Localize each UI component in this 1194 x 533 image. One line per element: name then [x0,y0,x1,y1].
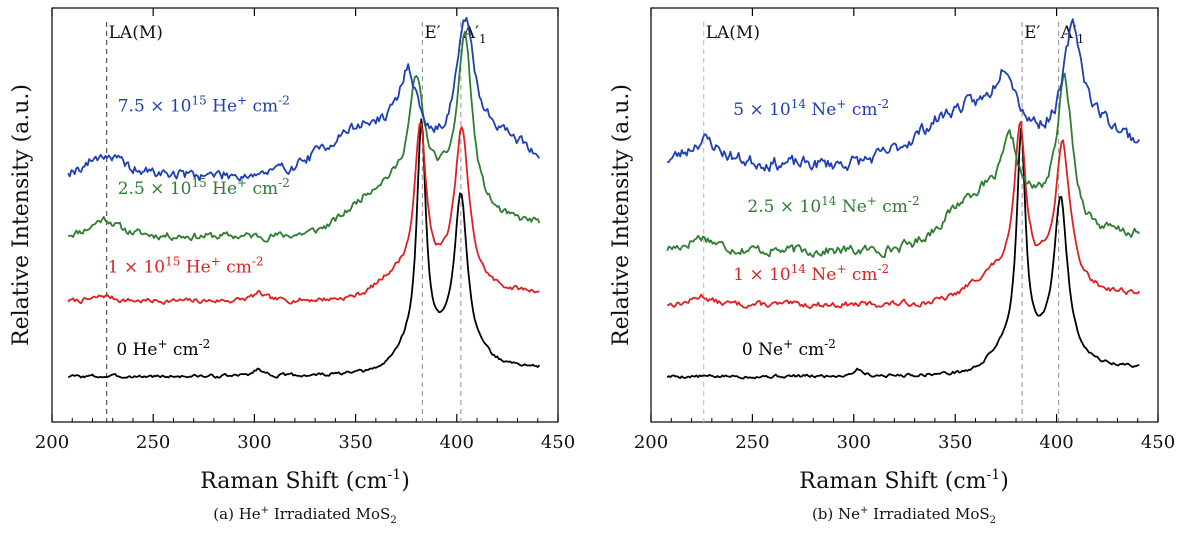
panel-b: LA(M) E′ A′1 200 250 300 350 400 450 0 Ne+ cm-2… [609,7,1175,526]
x-tick-label: 200 [634,432,668,453]
x-tick-label: 250 [136,432,170,453]
x-tick-label: 400 [440,432,474,453]
x-tick-label: 300 [237,432,271,453]
x-tick-label: 350 [338,432,372,453]
x-tick-label: 200 [35,432,69,453]
reference-line-label: LA(M) [706,23,760,43]
series-line [67,118,541,379]
x-axis-label: Raman Shift (cm-1) [799,467,1009,494]
series-line [666,120,1141,310]
x-tick-label: 400 [1039,432,1073,453]
series-label: 0 He+ cm-2 [116,337,210,360]
series-label: 2.5 × 1014 Ne+ cm-2 [747,194,919,217]
series-label: 2.5 × 1015 He+ cm-2 [118,176,290,199]
series-line [667,18,1141,173]
series-line [67,16,541,182]
x-tick-label: 450 [541,432,575,453]
panel-caption: (b) Ne+ Irradiated MoS2 [812,505,996,526]
series-line [67,30,541,243]
series-label: 5 × 1014 Ne+ cm-2 [733,97,889,120]
panel-caption: (a) He+ Irradiated MoS2 [213,505,396,526]
x-tick-label: 350 [938,432,972,453]
series-line [67,123,540,306]
series-label: 7.5 × 1015 He+ cm-2 [118,94,290,117]
series-line [666,72,1140,259]
panel-a: LA(M) E′ A′1 200 250 300 350 400 450 0 He+ cm-2… [9,7,575,526]
reference-line-label: E′ [1024,23,1040,43]
series-line [666,127,1140,380]
plot-frame [650,7,1159,423]
x-tick-label: 300 [837,432,871,453]
plot-frame [51,7,559,423]
x-tick-label: 450 [1141,432,1175,453]
reference-line-label: A′1 [1060,23,1085,46]
x-tick-label: 250 [735,432,769,453]
y-axis-label: Relative Intensity (a.u.) [9,84,34,346]
y-axis-label: Relative Intensity (a.u.) [609,84,634,346]
series-label: 1 × 1015 He+ cm-2 [108,255,264,278]
series-label: 0 Ne+ cm-2 [742,337,836,360]
reference-line-label: LA(M) [109,23,163,43]
x-axis-label: Raman Shift (cm-1) [200,467,410,494]
reference-line-label: E′ [424,23,440,43]
series-label: 1 × 1014 Ne+ cm-2 [733,262,889,285]
